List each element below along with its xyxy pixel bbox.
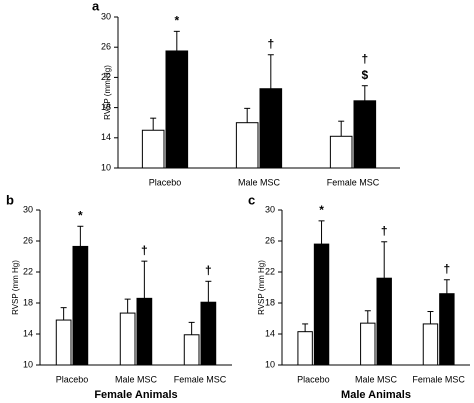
bar (313, 243, 330, 366)
y-axis-label: RVSP (mm Hg) (257, 260, 266, 315)
y-tick-label: 22 (23, 266, 33, 276)
bar (422, 323, 439, 366)
bar (141, 129, 165, 169)
significance-marker: * (319, 203, 324, 217)
x-tick-label: Female MSC (327, 177, 380, 187)
bar (72, 245, 89, 366)
bar (360, 322, 376, 366)
panel-label: c (248, 192, 255, 207)
y-tick-label: 18 (23, 297, 33, 307)
significance-marker: * (174, 14, 179, 28)
y-tick-label: 14 (265, 328, 275, 338)
y-tick-label: 14 (101, 132, 111, 142)
y-tick-label: 22 (265, 266, 275, 276)
y-tick-label: 30 (265, 204, 275, 214)
y-tick-label: 18 (101, 102, 111, 112)
y-axis-label: RVSP (mm Hg) (103, 65, 112, 120)
significance-marker: † (141, 243, 148, 257)
bar (183, 334, 200, 366)
y-tick-label: 30 (101, 11, 111, 21)
y-tick-label: 10 (23, 359, 33, 369)
y-tick-label: 14 (23, 328, 33, 338)
significance-marker: † (381, 224, 388, 238)
x-tick-label: Male MSC (355, 374, 398, 384)
bar (55, 319, 72, 366)
x-tick-label: Female MSC (174, 374, 227, 384)
x-tick-label: Female MSC (412, 374, 465, 384)
bar (439, 293, 455, 366)
x-tick-label: Male MSC (238, 177, 281, 187)
bar (119, 312, 136, 366)
y-tick-label: 18 (265, 297, 275, 307)
x-axis-title: Male Animals (341, 389, 411, 401)
significance-marker: † (361, 52, 368, 66)
bar (259, 88, 283, 169)
bar (329, 135, 353, 169)
significance-marker: † (267, 37, 274, 51)
bar (376, 277, 392, 366)
bar (235, 122, 259, 169)
significance-marker: $ (361, 68, 368, 82)
y-tick-label: 10 (265, 359, 275, 369)
y-tick-label: 26 (101, 42, 111, 52)
significance-marker: † (205, 263, 212, 277)
y-tick-label: 10 (101, 162, 111, 172)
y-tick-label: 22 (101, 72, 111, 82)
y-axis-label: RVSP (mm Hg) (11, 260, 20, 315)
y-tick-label: 26 (23, 235, 33, 245)
significance-marker: * (78, 208, 83, 222)
x-tick-label: Male MSC (115, 374, 158, 384)
x-tick-label: Placebo (56, 374, 89, 384)
significance-marker: † (444, 262, 451, 276)
y-tick-label: 26 (265, 235, 275, 245)
y-tick-label: 30 (23, 204, 33, 214)
bar (297, 331, 313, 366)
panel-label: a (92, 0, 100, 13)
bar (200, 301, 217, 366)
bar (353, 100, 377, 169)
bar (165, 50, 189, 169)
panel-label: b (6, 192, 14, 207)
bar (136, 297, 153, 366)
x-tick-label: Placebo (297, 374, 330, 384)
x-axis-title: Female Animals (94, 389, 177, 401)
x-tick-label: Placebo (149, 177, 182, 187)
